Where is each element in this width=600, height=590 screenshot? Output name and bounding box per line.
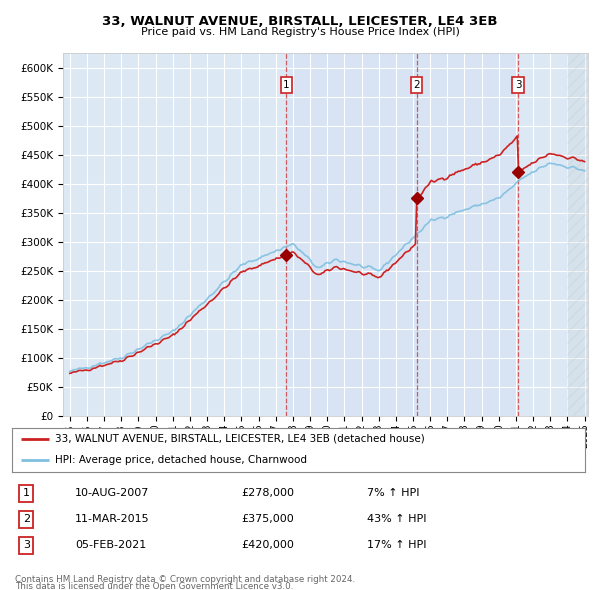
Text: £278,000: £278,000 xyxy=(241,489,294,498)
Text: This data is licensed under the Open Government Licence v3.0.: This data is licensed under the Open Gov… xyxy=(15,582,293,590)
Text: 11-MAR-2015: 11-MAR-2015 xyxy=(75,514,149,525)
Text: Contains HM Land Registry data © Crown copyright and database right 2024.: Contains HM Land Registry data © Crown c… xyxy=(15,575,355,584)
Text: 05-FEB-2021: 05-FEB-2021 xyxy=(75,540,146,550)
Text: 1: 1 xyxy=(283,80,290,90)
Text: 3: 3 xyxy=(515,80,521,90)
Text: 17% ↑ HPI: 17% ↑ HPI xyxy=(367,540,427,550)
Text: 2: 2 xyxy=(23,514,30,525)
Text: 43% ↑ HPI: 43% ↑ HPI xyxy=(367,514,427,525)
Text: 33, WALNUT AVENUE, BIRSTALL, LEICESTER, LE4 3EB: 33, WALNUT AVENUE, BIRSTALL, LEICESTER, … xyxy=(102,15,498,28)
Text: 7% ↑ HPI: 7% ↑ HPI xyxy=(367,489,420,498)
Text: 33, WALNUT AVENUE, BIRSTALL, LEICESTER, LE4 3EB (detached house): 33, WALNUT AVENUE, BIRSTALL, LEICESTER, … xyxy=(55,434,425,444)
Text: 3: 3 xyxy=(23,540,30,550)
Bar xyxy=(416,53,518,416)
Text: £420,000: £420,000 xyxy=(241,540,294,550)
Bar xyxy=(286,53,416,416)
Text: £375,000: £375,000 xyxy=(241,514,294,525)
Text: 1: 1 xyxy=(23,489,30,498)
Text: 2: 2 xyxy=(413,80,420,90)
Text: Price paid vs. HM Land Registry's House Price Index (HPI): Price paid vs. HM Land Registry's House … xyxy=(140,27,460,37)
Text: HPI: Average price, detached house, Charnwood: HPI: Average price, detached house, Char… xyxy=(55,455,307,464)
Text: 10-AUG-2007: 10-AUG-2007 xyxy=(75,489,149,498)
Bar xyxy=(568,53,588,416)
